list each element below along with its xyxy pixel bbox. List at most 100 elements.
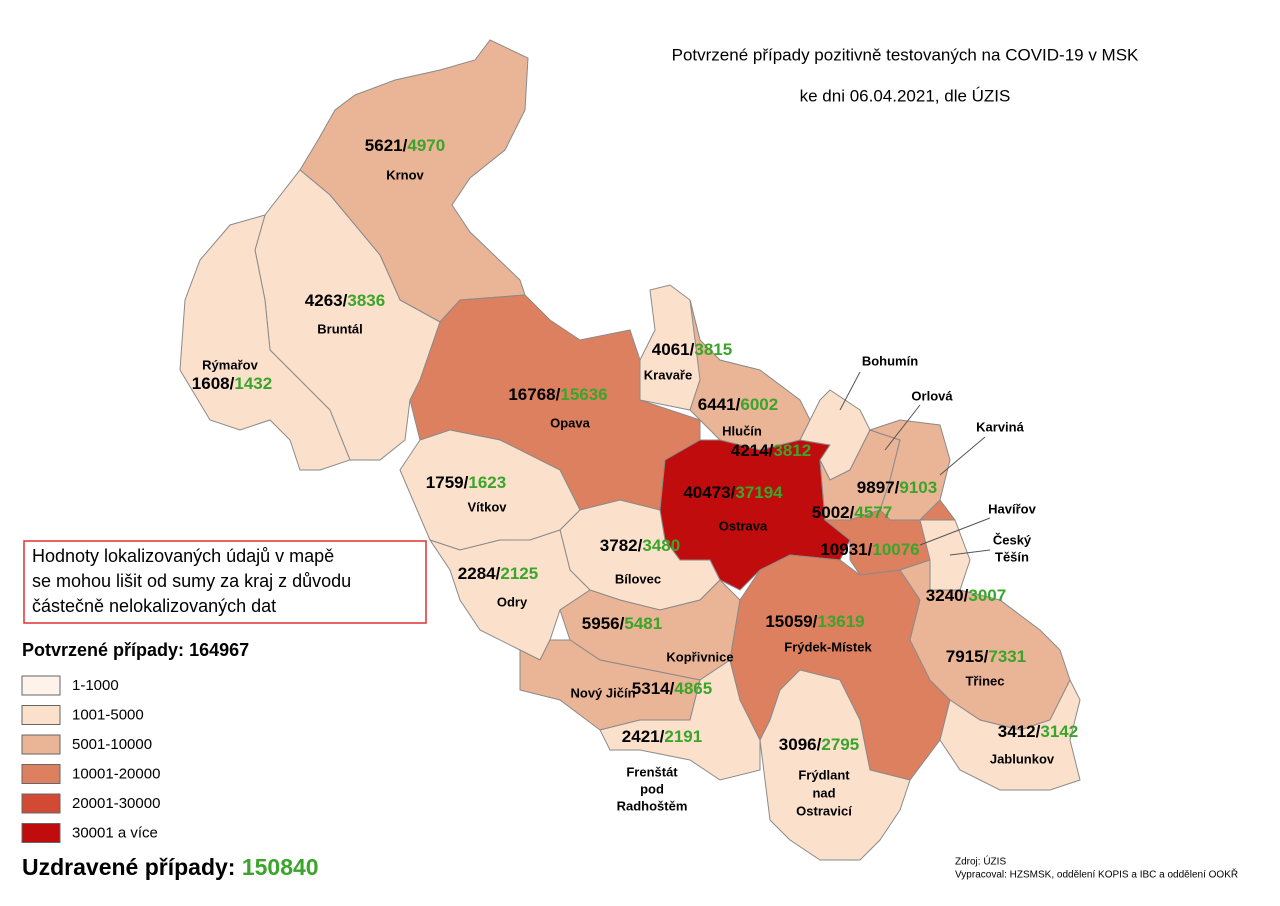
recovered-total: Uzdravené případy: 150840 bbox=[22, 854, 319, 880]
confirmed-count: 10931 bbox=[820, 540, 867, 559]
separator: / bbox=[850, 503, 855, 522]
separator: / bbox=[343, 291, 348, 310]
district-value: 3782/3480 bbox=[600, 536, 680, 555]
district-value: 3412/3142 bbox=[998, 722, 1078, 741]
district-name: pod bbox=[640, 781, 664, 796]
leader-line bbox=[949, 549, 991, 556]
recovered-count: 9103 bbox=[899, 478, 937, 497]
confirmed-count: 16768 bbox=[508, 385, 555, 404]
confirmed-count: 1608 bbox=[192, 374, 230, 393]
confirmed-count: 15059 bbox=[765, 612, 812, 631]
note-line: Hodnoty lokalizovaných údajů v mapě bbox=[32, 546, 334, 566]
separator: / bbox=[403, 136, 408, 155]
confirmed-count: 3096 bbox=[779, 735, 817, 754]
district-name: Odry bbox=[497, 594, 528, 609]
district-value: 5956/5481 bbox=[582, 614, 662, 633]
district-value: 1608/1432 bbox=[192, 374, 272, 393]
district-area bbox=[939, 678, 1081, 791]
district-name: Radhoštěm bbox=[617, 798, 688, 813]
district-value: 9897/9103 bbox=[857, 478, 937, 497]
legend-swatch bbox=[21, 823, 61, 843]
confirmed-count: 3412 bbox=[998, 722, 1036, 741]
separator: / bbox=[813, 612, 818, 631]
district-name: Bruntál bbox=[317, 321, 363, 336]
district-value: 2421/2191 bbox=[622, 727, 702, 746]
total-value: 164967 bbox=[189, 640, 249, 660]
district-name: Ostrava bbox=[719, 518, 768, 533]
title: Potvrzené případy pozitivně testovaných … bbox=[672, 45, 1139, 64]
recovered-count: 37194 bbox=[735, 483, 783, 502]
confirmed-total: Potvrzené případy: 164967 bbox=[22, 640, 249, 660]
district-value: 5314/4865 bbox=[632, 679, 712, 698]
district-value: 7915/7331 bbox=[946, 647, 1026, 666]
district-value: 5621/4970 bbox=[365, 136, 445, 155]
district-value: 5002/4577 bbox=[812, 503, 892, 522]
separator: / bbox=[670, 679, 675, 698]
separator: / bbox=[638, 536, 643, 555]
separator: / bbox=[1036, 722, 1041, 741]
district-name: Kopřivnice bbox=[666, 649, 733, 664]
confirmed-count: 5002 bbox=[812, 503, 850, 522]
district-value: 4214/3812 bbox=[731, 441, 811, 460]
recovered-count: 15636 bbox=[560, 385, 607, 404]
district-value: 2284/2125 bbox=[458, 564, 538, 583]
legend-swatch bbox=[21, 793, 61, 814]
separator: / bbox=[731, 483, 736, 502]
district-area bbox=[759, 669, 911, 861]
confirmed-count: 5956 bbox=[582, 614, 620, 633]
recovered-count: 3480 bbox=[642, 536, 680, 555]
legend-label: 20001-30000 bbox=[72, 795, 160, 812]
district-name: Vítkov bbox=[467, 499, 507, 514]
district-name: Nový Jičín bbox=[570, 685, 635, 700]
separator: / bbox=[984, 647, 989, 666]
district-name: Těšín bbox=[995, 549, 1029, 564]
leader-line bbox=[919, 517, 991, 546]
separator: / bbox=[464, 473, 469, 492]
district-name: Havířov bbox=[988, 501, 1036, 516]
confirmed-count: 4061 bbox=[652, 340, 690, 359]
recovered-count: 4577 bbox=[854, 503, 892, 522]
district-name: Frenštát bbox=[626, 764, 678, 779]
confirmed-count: 40473 bbox=[683, 483, 730, 502]
legend-label: 30001 a více bbox=[72, 824, 158, 841]
confirmed-count: 5314 bbox=[632, 679, 670, 698]
district-value: 40473/37194 bbox=[683, 483, 783, 502]
note-line: se mohou lišit od sumy za kraj z důvodu bbox=[32, 571, 351, 591]
leader-line bbox=[939, 436, 986, 476]
recovered-count: 4865 bbox=[674, 679, 712, 698]
recovered-count: 10076 bbox=[872, 540, 919, 559]
recovered-count: 2191 bbox=[664, 727, 702, 746]
legend-swatch bbox=[21, 675, 61, 696]
recovered-count: 3815 bbox=[694, 340, 732, 359]
legend-label: 5001-10000 bbox=[72, 736, 152, 753]
total-label: Potvrzené případy: bbox=[22, 640, 184, 660]
labels: 5621/4970Krnov4263/3836Bruntál1608/1432R… bbox=[192, 136, 1078, 818]
recovered-count: 1432 bbox=[234, 374, 272, 393]
district-name: Orlová bbox=[911, 388, 953, 403]
district-value: 15059/13619 bbox=[765, 612, 864, 631]
confirmed-count: 4214 bbox=[731, 441, 769, 460]
recovered-count: 7331 bbox=[988, 647, 1026, 666]
district-name: Kravaře bbox=[644, 367, 692, 382]
legend-swatch bbox=[21, 705, 61, 725]
district-value: 1759/1623 bbox=[426, 473, 506, 492]
district-value: 6441/6002 bbox=[698, 395, 778, 414]
district-name: Český bbox=[993, 532, 1032, 547]
legend: 1-1000 1001-5000 5001-10000 10001-20000 2000… bbox=[21, 675, 160, 843]
district-value: 3096/2795 bbox=[779, 735, 859, 754]
total-value: 150840 bbox=[242, 854, 319, 880]
source: Vypracoval: HZSMSK, oddělení KOPIS a IBC… bbox=[955, 868, 1238, 881]
source: Zdroj: ÚZIS bbox=[955, 855, 1006, 868]
separator: / bbox=[868, 540, 873, 559]
district-name: Bohumín bbox=[862, 353, 918, 368]
separator: / bbox=[620, 614, 625, 633]
confirmed-count: 6441 bbox=[698, 395, 736, 414]
district-name: Ostravicí bbox=[796, 803, 852, 818]
separator: / bbox=[817, 735, 822, 754]
recovered-count: 5481 bbox=[624, 614, 662, 633]
separator: / bbox=[690, 340, 695, 359]
separator: / bbox=[660, 727, 665, 746]
recovered-count: 3836 bbox=[347, 291, 385, 310]
district-value: 10931/10076 bbox=[820, 540, 919, 559]
